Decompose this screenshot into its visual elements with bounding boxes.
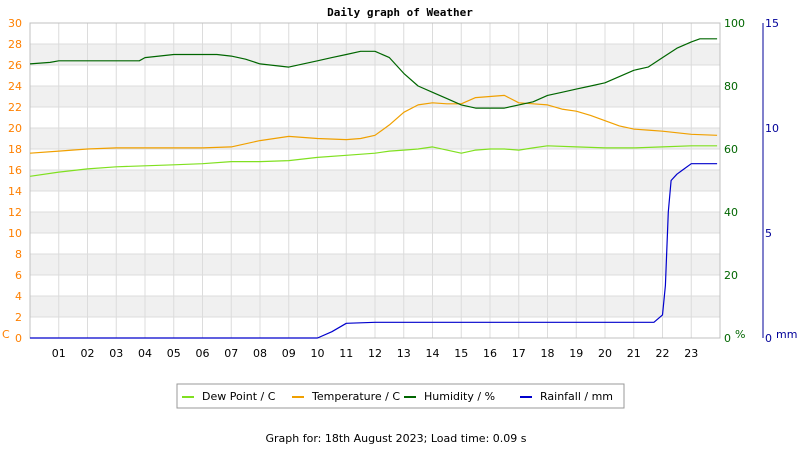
legend-label: Rainfall / mm bbox=[540, 390, 613, 403]
x-tick-label: 15 bbox=[454, 347, 468, 360]
humidity-tick-label: 60 bbox=[724, 143, 738, 156]
rainfall-axis-unit: mm bbox=[776, 328, 797, 341]
legend-label: Dew Point / C bbox=[202, 390, 276, 403]
temperature-tick-label: 16 bbox=[8, 164, 22, 177]
x-tick-label: 01 bbox=[52, 347, 66, 360]
series-lines bbox=[29, 38, 718, 339]
x-tick-label: 16 bbox=[483, 347, 497, 360]
temperature-tick-label: 4 bbox=[15, 290, 22, 303]
temperature-tick-label: 10 bbox=[8, 227, 22, 240]
rainfall-tick-label: 15 bbox=[765, 17, 779, 30]
x-tick-label: 14 bbox=[426, 347, 440, 360]
series-line-humidity bbox=[29, 38, 718, 109]
series-line-rainfall bbox=[30, 163, 718, 339]
rainfall-tick-label: 5 bbox=[765, 227, 772, 240]
x-tick-label: 19 bbox=[569, 347, 583, 360]
x-tick-label: 05 bbox=[167, 347, 181, 360]
x-tick-label: 08 bbox=[253, 347, 267, 360]
temperature-tick-label: 8 bbox=[15, 248, 22, 261]
temperature-tick-label: 0 bbox=[15, 332, 22, 345]
x-tick-label: 17 bbox=[512, 347, 526, 360]
legend: Dew Point / C Temperature / C Humidity / %… bbox=[176, 383, 625, 409]
humidity-axis-ticks: 0 20 40 60 80 100 bbox=[724, 17, 745, 345]
humidity-tick-label: 80 bbox=[724, 80, 738, 93]
legend-label: Humidity / % bbox=[424, 390, 495, 403]
legend-box bbox=[176, 383, 625, 409]
x-tick-label: 03 bbox=[109, 347, 123, 360]
temperature-tick-label: 6 bbox=[15, 269, 22, 282]
humidity-tick-label: 20 bbox=[724, 269, 738, 282]
x-tick-label: 12 bbox=[368, 347, 382, 360]
x-tick-label: 10 bbox=[311, 347, 325, 360]
humidity-tick-label: 100 bbox=[724, 17, 745, 30]
temperature-tick-label: 24 bbox=[8, 80, 22, 93]
footer-text: Graph for: 18th August 2023; Load time: … bbox=[266, 432, 527, 445]
series-line-temperature bbox=[29, 145, 718, 177]
x-tick-label: 18 bbox=[541, 347, 555, 360]
x-tick-label: 06 bbox=[196, 347, 210, 360]
legend-label: Temperature / C bbox=[311, 390, 400, 403]
x-axis-ticks: 01 02 03 04 05 06 07 08 09 10 11 12 13 14 15 16 17 18 19 20… bbox=[52, 347, 699, 360]
chart-title: Daily graph of Weather bbox=[327, 6, 473, 19]
temperature-tick-label: 20 bbox=[8, 122, 22, 135]
humidity-tick-label: 40 bbox=[724, 206, 738, 219]
x-tick-label: 09 bbox=[282, 347, 296, 360]
x-tick-label: 02 bbox=[81, 347, 95, 360]
x-tick-label: 22 bbox=[656, 347, 670, 360]
temperature-tick-label: 18 bbox=[8, 143, 22, 156]
x-tick-label: 20 bbox=[598, 347, 612, 360]
rainfall-tick-label: 0 bbox=[765, 332, 772, 345]
x-tick-label: 07 bbox=[224, 347, 238, 360]
temperature-tick-label: 2 bbox=[15, 311, 22, 324]
x-tick-label: 04 bbox=[138, 347, 152, 360]
humidity-axis-unit: % bbox=[735, 328, 745, 341]
x-tick-label: 11 bbox=[339, 347, 353, 360]
temperature-tick-label: 12 bbox=[8, 206, 22, 219]
temperature-tick-label: 14 bbox=[8, 185, 22, 198]
temperature-tick-label: 22 bbox=[8, 101, 22, 114]
series-line-temperature bbox=[29, 94, 718, 154]
rainfall-tick-label: 10 bbox=[765, 122, 779, 135]
x-tick-label: 21 bbox=[627, 347, 641, 360]
humidity-tick-label: 0 bbox=[724, 332, 731, 345]
temperature-tick-label: 30 bbox=[8, 17, 22, 30]
x-tick-label: 13 bbox=[397, 347, 411, 360]
temperature-tick-label: 28 bbox=[8, 38, 22, 51]
temperature-axis-unit: C bbox=[2, 328, 10, 341]
temperature-tick-label: 26 bbox=[8, 59, 22, 72]
rainfall-axis-ticks: 0 5 10 15 bbox=[765, 17, 779, 345]
x-tick-label: 23 bbox=[684, 347, 698, 360]
plot-frame bbox=[29, 22, 721, 339]
